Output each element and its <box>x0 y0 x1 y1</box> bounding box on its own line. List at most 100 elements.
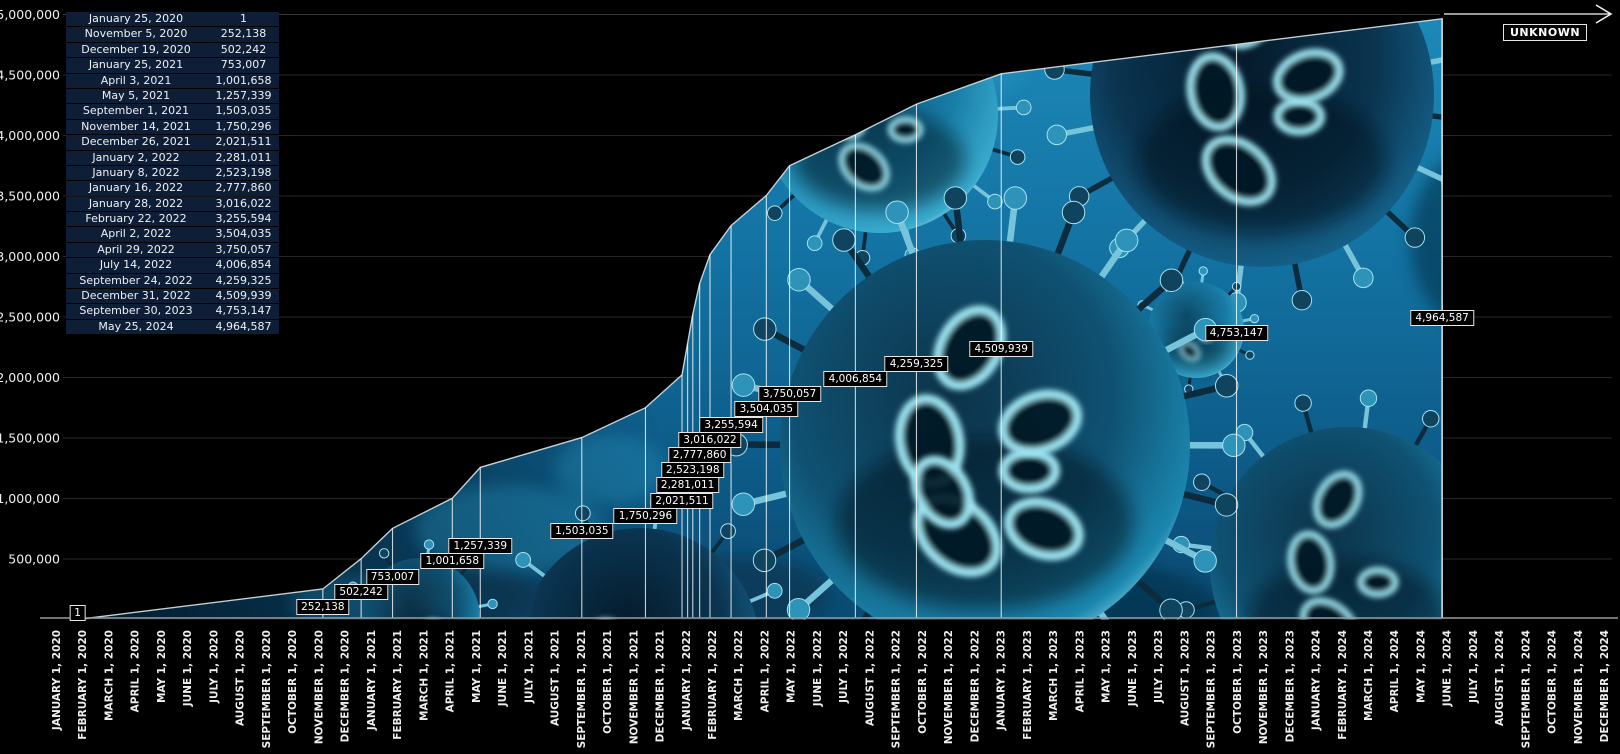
table-cell-date: November 5, 2020 <box>84 27 188 41</box>
x-tick-label: APRIL 1, 2020 <box>130 630 142 712</box>
table-row: January 25, 2020 1 <box>66 12 279 27</box>
x-tick-label: JUNE 1, 2023 <box>1127 630 1139 707</box>
background-blob <box>555 435 665 505</box>
table-cell-date: January 16, 2022 <box>88 181 184 195</box>
table-cell-date: December 26, 2021 <box>81 135 191 149</box>
milestone-label: 1 <box>69 605 86 621</box>
table-row: December 31, 2022 4,509,939 <box>66 289 279 304</box>
table-row: January 8, 2022 2,523,198 <box>66 165 279 181</box>
milestone-label: 4,509,939 <box>969 340 1033 357</box>
x-tick-label: JUNE 1, 2021 <box>497 630 509 707</box>
x-tick-label: SEPTEMBER 1, 2021 <box>576 630 588 748</box>
y-tick-label: 1,000,000 <box>0 491 60 506</box>
milestone-label: 2,021,511 <box>650 492 714 509</box>
x-tick-label: SEPTEMBER 1, 2023 <box>1206 630 1218 748</box>
table-row: September 24, 2022 4,259,325 <box>66 273 279 289</box>
x-tick-label: APRIL 1, 2021 <box>445 630 457 712</box>
table-cell-date: May 25, 2024 <box>98 319 174 333</box>
milestone-label: 4,006,854 <box>823 371 888 387</box>
milestone-label: 502,242 <box>334 583 388 600</box>
table-cell-date: January 25, 2021 <box>88 58 184 72</box>
x-tick-label: DECEMBER 1, 2020 <box>340 630 352 742</box>
table-cell-date: November 14, 2021 <box>81 119 191 133</box>
x-tick-label: APRIL 1, 2023 <box>1074 630 1086 712</box>
x-tick-label: MARCH 1, 2020 <box>103 630 115 721</box>
x-tick-label: AUGUST 1, 2021 <box>550 630 562 726</box>
x-tick-label: JUNE 1, 2024 <box>1442 630 1454 707</box>
x-tick-label: OCTOBER 1, 2021 <box>602 630 614 734</box>
x-tick-label: JULY 1, 2022 <box>838 630 850 704</box>
table-row: January 25, 2021 753,007 <box>66 58 279 73</box>
x-tick-label: DECEMBER 1, 2024 <box>1599 630 1611 742</box>
table-row: May 25, 2024 4,964,587 <box>66 319 279 335</box>
table-cell-date: September 1, 2021 <box>82 104 190 118</box>
table-cell-value: 1 <box>208 12 279 27</box>
table-cell-value: 1,001,658 <box>208 73 279 88</box>
table-row: December 26, 2021 2,021,511 <box>66 135 279 150</box>
milestone-label: 1,257,339 <box>448 538 513 555</box>
x-tick-label: NOVEMBER 1, 2021 <box>628 630 640 744</box>
background-blob <box>1410 150 1443 330</box>
table-cell-date: September 24, 2022 <box>79 273 193 287</box>
milestone-label: 1,503,035 <box>550 523 614 539</box>
table-row: April 3, 2021 1,001,658 <box>66 73 279 88</box>
milestone-label: 753,007 <box>365 568 420 585</box>
milestone-label: 3,255,594 <box>699 416 763 433</box>
x-tick-label: SEPTEMBER 1, 2022 <box>891 630 903 748</box>
milestone-label: 1,750,296 <box>613 507 678 524</box>
milestone-table: January 25, 2020 1 November 5, 2020 252,138… <box>66 12 279 335</box>
x-tick-label: NOVEMBER 1, 2022 <box>943 630 955 744</box>
y-tick-label: 1,500,000 <box>0 431 60 446</box>
table-cell-value: 2,281,011 <box>208 150 279 165</box>
virus-particle <box>1044 18 1443 313</box>
x-tick-label: FEBRUARY 1, 2022 <box>707 630 719 740</box>
y-tick-label: 3,500,000 <box>0 189 60 204</box>
x-tick-label: NOVEMBER 1, 2020 <box>313 630 325 744</box>
table-cell-value: 4,006,854 <box>208 258 279 273</box>
x-tick-label: JULY 1, 2024 <box>1468 630 1480 704</box>
x-tick-label: DECEMBER 1, 2021 <box>655 630 667 742</box>
milestone-label: 4,753,147 <box>1204 325 1269 342</box>
x-tick-label: JULY 1, 2020 <box>208 630 220 704</box>
x-tick-label: AUGUST 1, 2023 <box>1179 630 1191 726</box>
table-cell-value: 4,753,147 <box>208 304 279 319</box>
table-row: February 22, 2022 3,255,594 <box>66 212 279 227</box>
milestone-label: 2,523,198 <box>661 462 725 479</box>
table-row: May 5, 2021 1,257,339 <box>66 88 279 104</box>
table-cell-value: 2,021,511 <box>208 135 279 150</box>
future-arrow-head-icon <box>1595 4 1613 24</box>
table-cell-date: April 29, 2022 <box>97 242 175 256</box>
table-cell-value: 2,523,198 <box>208 165 279 181</box>
table-cell-date: July 14, 2022 <box>99 258 173 272</box>
x-tick-label: AUGUST 1, 2020 <box>235 630 247 726</box>
y-tick-label: 5,000,000 <box>0 7 60 22</box>
x-tick-label: JANUARY 1, 2021 <box>366 630 378 731</box>
x-tick-label: MAY 1, 2024 <box>1415 630 1427 703</box>
x-tick-label: MAY 1, 2020 <box>156 630 168 703</box>
x-tick-label: AUGUST 1, 2024 <box>1494 630 1506 726</box>
x-tick-label: FEBRUARY 1, 2021 <box>392 630 404 740</box>
x-tick-label: OCTOBER 1, 2020 <box>287 630 299 734</box>
y-tick-label: 4,000,000 <box>0 128 60 143</box>
table-cell-value: 1,503,035 <box>208 104 279 119</box>
area-outline <box>77 18 1443 621</box>
axes <box>40 4 1618 619</box>
table-cell-date: February 22, 2022 <box>85 212 187 226</box>
milestone-label: 3,504,035 <box>734 401 799 418</box>
x-tick-label: APRIL 1, 2024 <box>1389 630 1401 712</box>
x-tick-label: APRIL 1, 2022 <box>759 630 771 712</box>
milestone-label: 2,281,011 <box>655 477 720 494</box>
table-cell-value: 252,138 <box>208 27 279 42</box>
table-cell-value: 1,750,296 <box>208 119 279 135</box>
table-row: July 14, 2022 4,006,854 <box>66 258 279 273</box>
x-tick-label: JANUARY 1, 2020 <box>51 630 63 731</box>
x-tick-label: FEBRUARY 1, 2023 <box>1022 630 1034 740</box>
table-cell-value: 4,964,587 <box>208 319 279 335</box>
virus-particle <box>724 186 1246 620</box>
x-tick-label: FEBRUARY 1, 2024 <box>1337 630 1349 740</box>
x-tick-label: FEBRUARY 1, 2020 <box>77 630 89 740</box>
table-cell-date: April 3, 2021 <box>100 73 172 87</box>
y-tick-label: 3,000,000 <box>0 249 60 264</box>
